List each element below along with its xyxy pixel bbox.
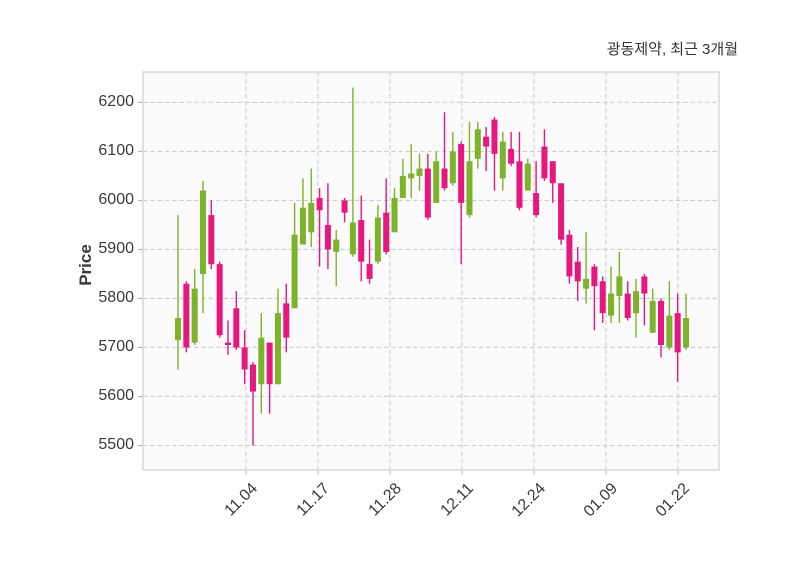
candle-body xyxy=(383,212,390,252)
candle-body xyxy=(682,318,689,348)
candle-body xyxy=(249,364,256,392)
plot-background xyxy=(143,72,719,470)
y-tick-label: 6000 xyxy=(98,191,134,209)
candle-body xyxy=(175,318,182,341)
candle-body xyxy=(633,291,640,314)
candle-body xyxy=(549,161,556,184)
candle-body xyxy=(224,342,231,346)
candle-body xyxy=(516,161,523,208)
candle-body xyxy=(533,193,540,216)
candle-body xyxy=(583,278,590,289)
y-tick-label: 5700 xyxy=(98,338,134,356)
candle-body xyxy=(624,293,631,319)
candle-body xyxy=(674,313,681,353)
candle-body xyxy=(599,281,606,314)
candle-body xyxy=(466,161,473,216)
candle-body xyxy=(241,347,248,370)
candle-body xyxy=(433,161,440,203)
candle-body xyxy=(641,276,648,294)
candle-body xyxy=(574,261,581,282)
candle-body xyxy=(324,224,331,250)
y-tick-label: 5800 xyxy=(98,289,134,307)
candle-body xyxy=(208,215,215,265)
candle-body xyxy=(658,300,665,346)
candle-body xyxy=(449,151,456,184)
chart-title: 광동제약, 최근 3개월 xyxy=(606,41,738,58)
candle-body xyxy=(499,141,506,179)
candle-body xyxy=(341,200,348,213)
candle-body xyxy=(416,168,423,176)
y-tick-label: 6100 xyxy=(98,142,134,160)
candle-body xyxy=(308,202,315,233)
candle-body xyxy=(408,173,415,179)
candle-body xyxy=(508,148,515,164)
candle-body xyxy=(399,175,406,198)
y-tick-label: 5600 xyxy=(98,387,134,405)
candle-body xyxy=(441,168,448,189)
y-tick-label: 5500 xyxy=(98,436,134,454)
candle-body xyxy=(541,146,548,179)
candle-body xyxy=(233,308,240,348)
candle-body xyxy=(649,300,656,333)
candle-body xyxy=(424,168,431,218)
candle-body xyxy=(216,264,223,336)
candle-body xyxy=(491,119,498,154)
candle-body xyxy=(666,315,673,348)
candle-body xyxy=(316,197,323,211)
candle-body xyxy=(291,234,298,309)
candle-body xyxy=(366,264,373,279)
candle-body xyxy=(358,220,365,262)
y-tick-label: 6200 xyxy=(98,93,134,111)
candle-body xyxy=(349,222,356,255)
candle-body xyxy=(333,239,340,252)
candle-body xyxy=(258,337,265,385)
candle-body xyxy=(616,276,623,296)
candle-body xyxy=(299,207,306,245)
candle-body xyxy=(191,288,198,343)
candle-body xyxy=(566,234,573,277)
candle-body xyxy=(591,266,598,287)
candle-body xyxy=(391,197,398,233)
candle-body xyxy=(474,129,481,159)
plot-border xyxy=(142,71,720,471)
candle-body xyxy=(274,313,281,385)
candle-body xyxy=(266,342,273,385)
candle-body xyxy=(283,303,290,338)
candle-body xyxy=(483,136,490,147)
candle-body xyxy=(608,293,615,316)
y-tick-label: 5900 xyxy=(98,240,134,258)
candle-body xyxy=(183,283,190,348)
candle-body xyxy=(558,183,565,240)
candle-body xyxy=(200,190,207,274)
candle-body xyxy=(374,217,381,262)
candle-body xyxy=(458,144,465,203)
candle-body xyxy=(524,163,531,191)
